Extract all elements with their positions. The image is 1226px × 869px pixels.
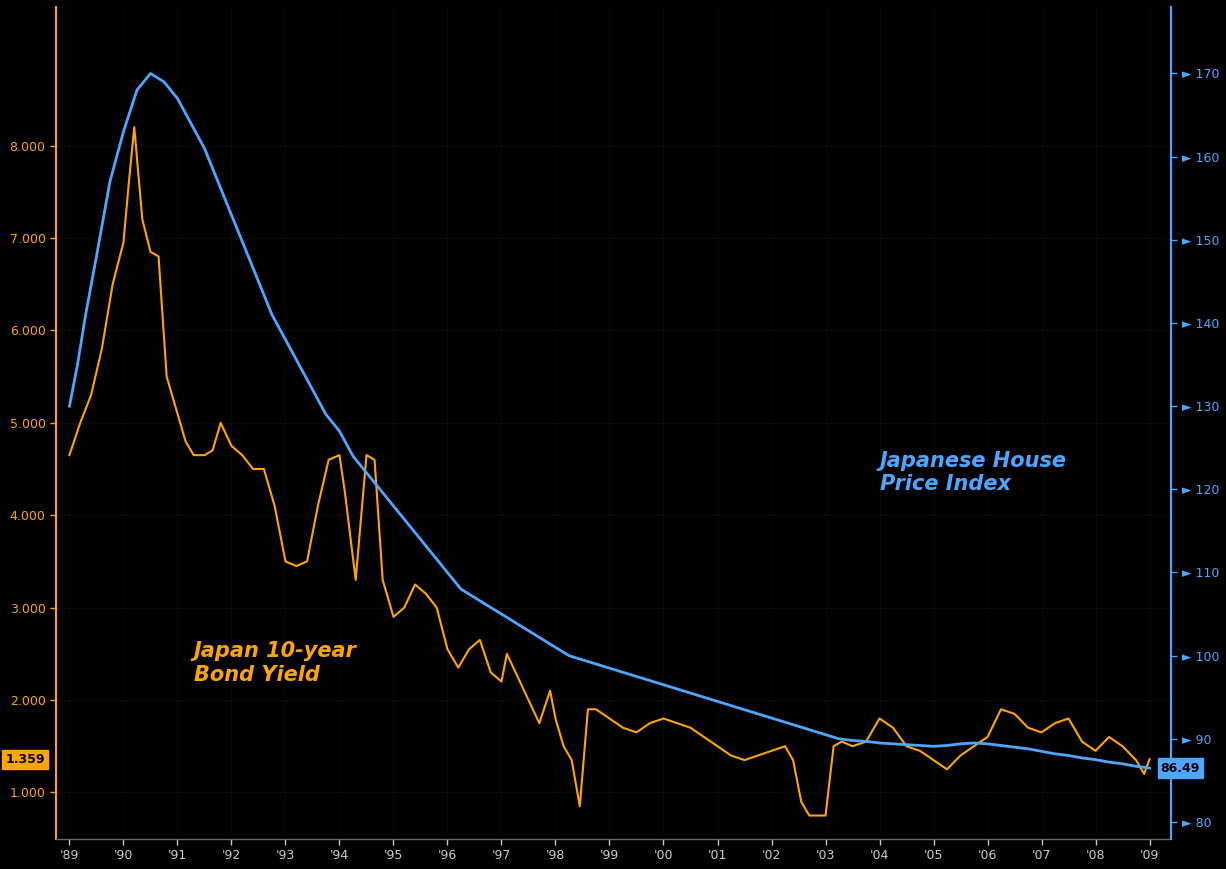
- Text: Japanese House
Price Index: Japanese House Price Index: [879, 451, 1067, 494]
- Text: Japan 10-year
Bond Yield: Japan 10-year Bond Yield: [194, 641, 357, 685]
- Text: 86.49: 86.49: [1161, 761, 1200, 774]
- Text: 1.359: 1.359: [5, 753, 45, 766]
